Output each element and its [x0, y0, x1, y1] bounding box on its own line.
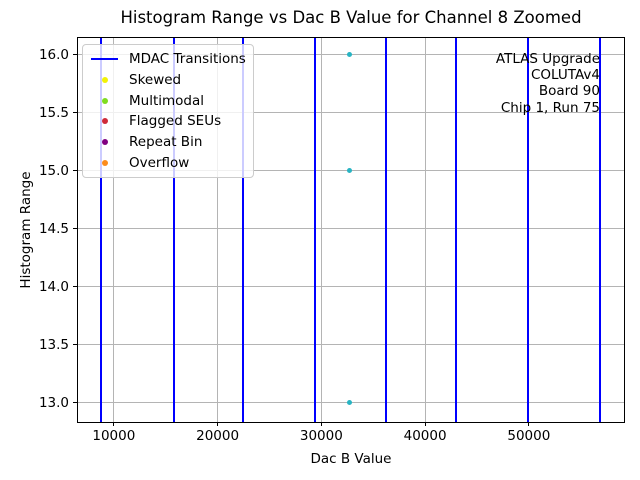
- legend-dot-icon: [91, 159, 118, 166]
- y-tick-mark: [73, 54, 77, 56]
- legend-item: Overflow: [91, 152, 247, 173]
- legend-dot-icon: [91, 77, 118, 84]
- plot-area: 10000 20000 30000 40000 50000 13.0 13.5 14.0 14.…: [39, 37, 625, 444]
- legend-dot-icon: [91, 97, 118, 104]
- x-tick-mark: [424, 422, 426, 426]
- annotation-line: COLUTAv4: [530, 67, 600, 84]
- mdac-transition-line: [242, 38, 245, 422]
- x-tick-label: 30000: [299, 428, 343, 444]
- legend-item: Flagged SEUs: [91, 111, 247, 132]
- data-point: [347, 168, 353, 174]
- mdac-transition-line: [99, 38, 102, 422]
- legend-item-label: Overflow: [129, 154, 190, 171]
- x-tick-mark: [528, 422, 530, 426]
- legend-item: Skewed: [91, 70, 247, 91]
- annotation-text: ATLAS Upgrade COLUTAv4 Board 90 Chip 1, Run…: [496, 51, 600, 116]
- x-tick-label: 50000: [507, 428, 551, 444]
- legend-swatch: [101, 118, 108, 125]
- annotation-line: ATLAS Upgrade: [495, 51, 600, 67]
- y-tick-label: 14.5: [38, 220, 69, 237]
- legend-dot-icon: [91, 139, 118, 146]
- legend-swatch: [91, 58, 118, 61]
- legend-item-label: MDAC Transitions: [129, 51, 246, 68]
- y-tick-mark: [73, 402, 77, 404]
- y-gridline: [78, 344, 624, 346]
- y-tick-label: 13.0: [38, 394, 69, 411]
- y-tick-label: 14.0: [38, 278, 69, 295]
- chart-title: Histogram Range vs Dac B Value for Chann…: [120, 8, 582, 27]
- x-axis-label: Dac B Value: [310, 451, 392, 467]
- y-gridline: [78, 112, 624, 114]
- legend-item: Multimodal: [91, 90, 247, 111]
- y-tick-label: 13.5: [38, 336, 69, 353]
- annotation-line: Board 90: [538, 83, 600, 100]
- y-gridline: [78, 286, 624, 288]
- y-gridline: [78, 228, 624, 230]
- x-gridline: [528, 38, 530, 422]
- legend-swatch: [101, 139, 108, 146]
- annotation-line: Chip 1, Run 75: [500, 99, 600, 116]
- x-gridline: [113, 38, 115, 422]
- y-tick-mark: [73, 344, 77, 346]
- legend-swatch: [101, 77, 108, 84]
- y-tick-mark: [73, 286, 77, 288]
- x-tick-mark: [320, 422, 322, 426]
- y-tick-mark: [73, 228, 77, 230]
- y-tick-label: 16.0: [38, 46, 69, 63]
- y-tick-label: 15.0: [38, 162, 69, 179]
- legend-swatch: [101, 159, 108, 166]
- legend-swatch: [101, 97, 108, 104]
- legend-item-label: Repeat Bin: [129, 134, 203, 151]
- legend: MDAC Transitions Skewed Multimodal Flagged …: [82, 44, 254, 179]
- data-point: [347, 400, 353, 406]
- legend-item-label: Flagged SEUs: [129, 113, 222, 130]
- mdac-transition-line: [172, 38, 175, 422]
- mdac-transition-line: [313, 38, 316, 422]
- mdac-transition-line: [384, 38, 387, 422]
- y-tick-mark: [73, 112, 77, 114]
- legend-item-label: Multimodal: [129, 92, 205, 109]
- x-gridline: [217, 38, 219, 422]
- y-tick-mark: [73, 170, 77, 172]
- x-tick-label: 40000: [403, 428, 447, 444]
- x-tick-label: 10000: [92, 428, 136, 444]
- mdac-transition-line: [599, 38, 602, 422]
- data-point: [347, 52, 353, 58]
- legend-line-handle: [91, 58, 118, 61]
- legend-item: Repeat Bin: [91, 132, 247, 153]
- legend-item: MDAC Transitions: [91, 49, 247, 70]
- x-tick-mark: [113, 422, 115, 426]
- y-tick-label: 15.5: [38, 104, 69, 121]
- legend-dot-icon: [91, 118, 118, 125]
- x-tick-label: 20000: [196, 428, 240, 444]
- legend-item-label: Skewed: [129, 72, 182, 89]
- x-tick-mark: [217, 422, 219, 426]
- x-gridline: [424, 38, 426, 422]
- x-gridline: [320, 38, 322, 422]
- mdac-transition-line: [455, 38, 458, 422]
- mdac-transition-line: [526, 38, 529, 422]
